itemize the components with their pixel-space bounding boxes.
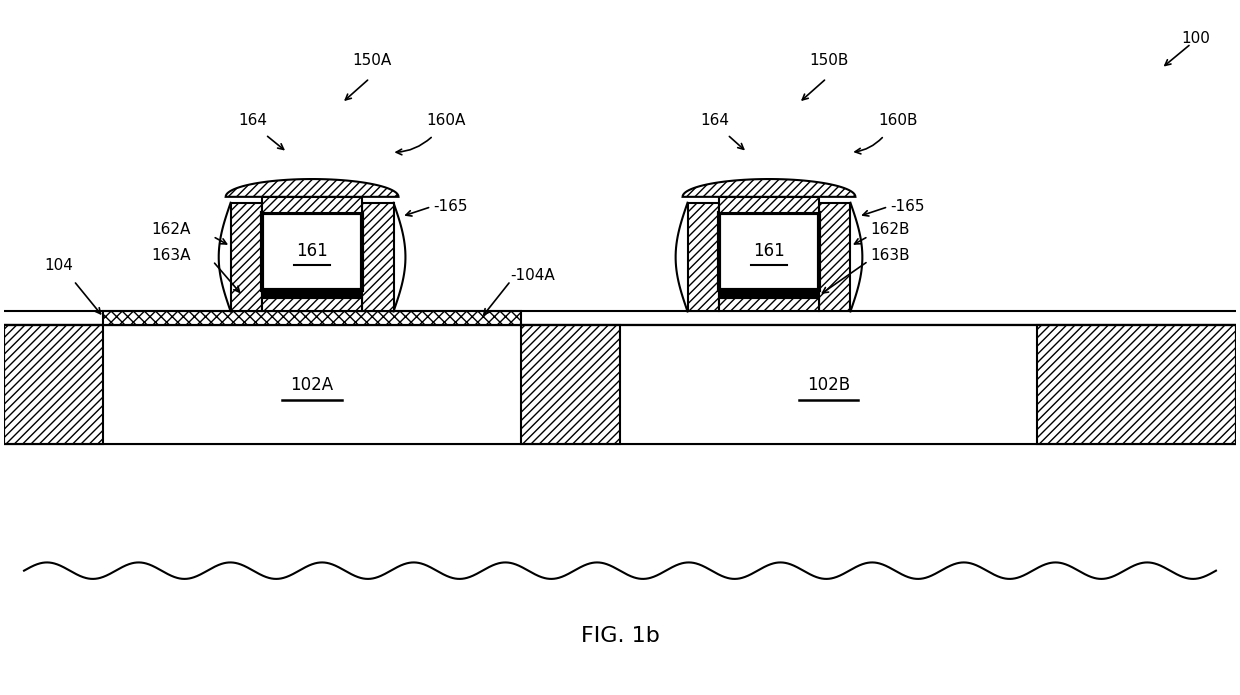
Bar <box>263 297 362 311</box>
Text: 150A: 150A <box>352 53 392 68</box>
Bar <box>719 290 818 297</box>
Text: 150B: 150B <box>808 53 848 68</box>
Text: 163A: 163A <box>151 247 191 263</box>
Bar <box>719 297 818 311</box>
Bar <box>687 203 719 311</box>
Bar <box>620 325 1037 444</box>
Polygon shape <box>682 179 856 197</box>
Text: -104A: -104A <box>511 268 556 284</box>
Bar <box>362 203 393 311</box>
Bar <box>263 197 362 213</box>
Bar <box>719 213 818 290</box>
Text: 160B: 160B <box>878 113 918 129</box>
Bar <box>1037 325 1236 444</box>
Polygon shape <box>226 179 398 197</box>
Text: 160A: 160A <box>427 113 466 129</box>
Bar <box>4 325 1236 444</box>
Text: 100: 100 <box>1182 31 1210 47</box>
Text: 104: 104 <box>45 259 73 274</box>
Bar <box>263 290 362 297</box>
Text: 162A: 162A <box>151 222 191 237</box>
Text: 161: 161 <box>296 242 327 260</box>
Bar <box>719 197 818 213</box>
Text: -165: -165 <box>890 199 925 214</box>
Text: 162B: 162B <box>870 222 910 237</box>
Bar <box>818 203 851 311</box>
Text: 164: 164 <box>699 113 729 129</box>
Bar <box>103 325 521 444</box>
Bar <box>231 203 263 311</box>
Bar <box>103 311 521 325</box>
Bar <box>263 213 362 290</box>
Bar <box>4 325 103 444</box>
Bar <box>4 325 1236 444</box>
Text: 102A: 102A <box>290 375 334 393</box>
Text: 161: 161 <box>753 242 785 260</box>
Text: 164: 164 <box>238 113 267 129</box>
Text: 102B: 102B <box>807 375 851 393</box>
Text: FIG. 1b: FIG. 1b <box>580 626 660 646</box>
Text: -165: -165 <box>433 199 467 214</box>
Bar <box>521 325 620 444</box>
Text: 163B: 163B <box>870 247 910 263</box>
